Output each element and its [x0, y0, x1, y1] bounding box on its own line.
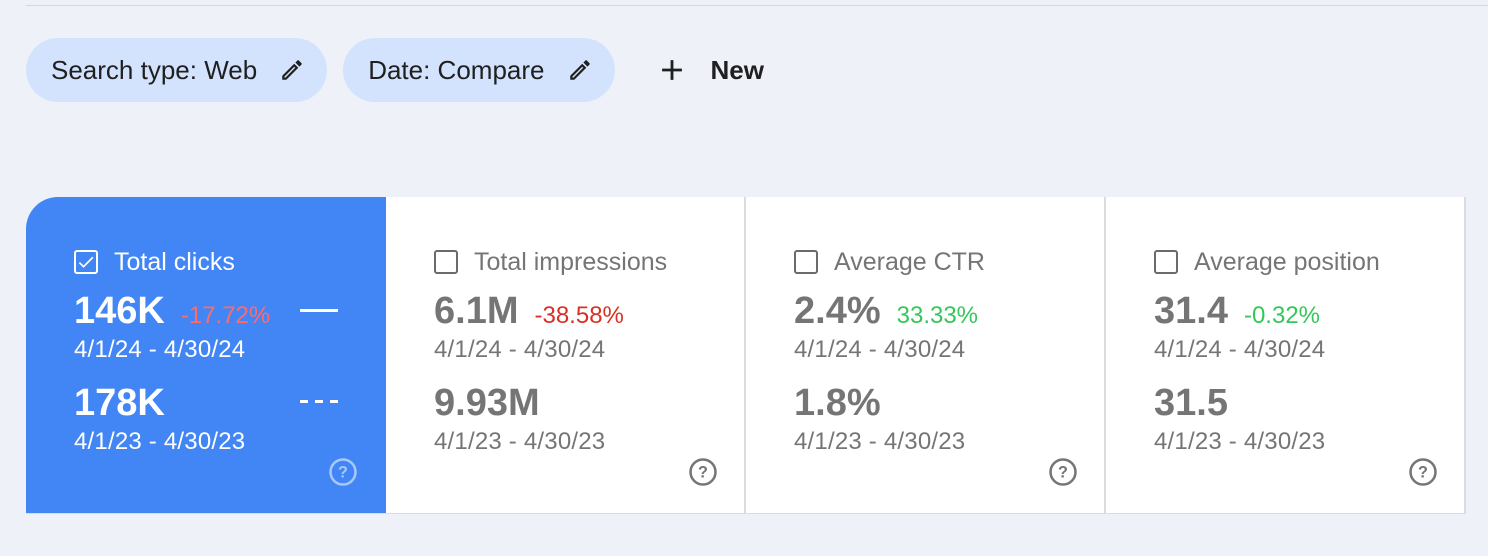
metric-current-range: 4/1/24 - 4/30/24 [74, 336, 246, 363]
metric-previous-range: 4/1/23 - 4/30/23 [794, 428, 966, 455]
metric-title: Average CTR [834, 247, 985, 276]
metric-current-range: 4/1/24 - 4/30/24 [434, 336, 606, 363]
new-button-label: New [710, 54, 764, 85]
plus-icon [655, 53, 689, 87]
filter-chip-label: Date: Compare [368, 54, 545, 85]
metric-checkbox[interactable] [74, 250, 98, 274]
pencil-icon [567, 57, 593, 83]
metric-card-total-impressions[interactable]: Total impressions 6.1M -38.58% 4/1/24 - … [386, 197, 746, 513]
divider [26, 5, 1488, 6]
filter-bar: Search type: Web Date: Compare New [26, 38, 764, 102]
metric-current-range: 4/1/24 - 4/30/24 [1154, 336, 1326, 363]
metric-title: Total impressions [474, 247, 668, 276]
metric-previous-value: 178K [74, 382, 165, 424]
metric-checkbox[interactable] [434, 250, 458, 274]
metric-delta: -17.72% [180, 302, 271, 329]
metric-checkbox[interactable] [794, 250, 818, 274]
metric-card-total-clicks[interactable]: Total clicks 146K -17.72% 4/1/24 - 4/30/… [26, 197, 386, 513]
svg-text:?: ? [338, 464, 348, 482]
metric-previous-value: 1.8% [794, 382, 881, 424]
metric-delta: -0.32% [1243, 302, 1321, 329]
filter-chip-label: Search type: Web [51, 54, 258, 85]
date-filter-chip[interactable]: Date: Compare [343, 38, 615, 102]
help-icon[interactable]: ? [1048, 457, 1078, 487]
metric-previous-range: 4/1/23 - 4/30/23 [1154, 428, 1326, 455]
metric-current-value: 31.4 [1154, 290, 1228, 332]
checkmark-icon [78, 256, 94, 268]
metric-current-value: 6.1M [434, 290, 519, 332]
metric-current-value: 2.4% [794, 290, 881, 332]
metric-delta: -38.58% [534, 302, 624, 329]
metric-previous-range: 4/1/23 - 4/30/23 [74, 428, 246, 455]
metric-previous-range: 4/1/23 - 4/30/23 [434, 428, 606, 455]
pencil-icon [279, 57, 305, 83]
performance-metric-cards: Total clicks 146K -17.72% 4/1/24 - 4/30/… [26, 197, 1466, 514]
legend-dashed-line [300, 400, 338, 403]
metric-title: Total clicks [114, 247, 235, 276]
metric-previous-value: 31.5 [1154, 382, 1228, 424]
metric-current-value: 146K [74, 290, 165, 332]
help-icon[interactable]: ? [688, 457, 718, 487]
search-type-filter-chip[interactable]: Search type: Web [26, 38, 328, 102]
metric-card-average-position[interactable]: Average position 31.4 -0.32% 4/1/24 - 4/… [1106, 197, 1466, 513]
svg-text:?: ? [1058, 464, 1068, 482]
new-filter-button[interactable]: New [655, 38, 764, 102]
legend-solid-line [300, 309, 338, 312]
metric-card-average-ctr[interactable]: Average CTR 2.4% 33.33% 4/1/24 - 4/30/24… [746, 197, 1106, 513]
help-icon[interactable]: ? [1408, 457, 1438, 487]
help-icon[interactable]: ? [328, 457, 358, 487]
svg-text:?: ? [698, 464, 708, 482]
svg-text:?: ? [1418, 464, 1428, 482]
metric-title: Average position [1194, 247, 1380, 276]
metric-delta: 33.33% [896, 302, 979, 329]
metric-current-range: 4/1/24 - 4/30/24 [794, 336, 966, 363]
metric-previous-value: 9.93M [434, 382, 540, 424]
metric-checkbox[interactable] [1154, 250, 1178, 274]
